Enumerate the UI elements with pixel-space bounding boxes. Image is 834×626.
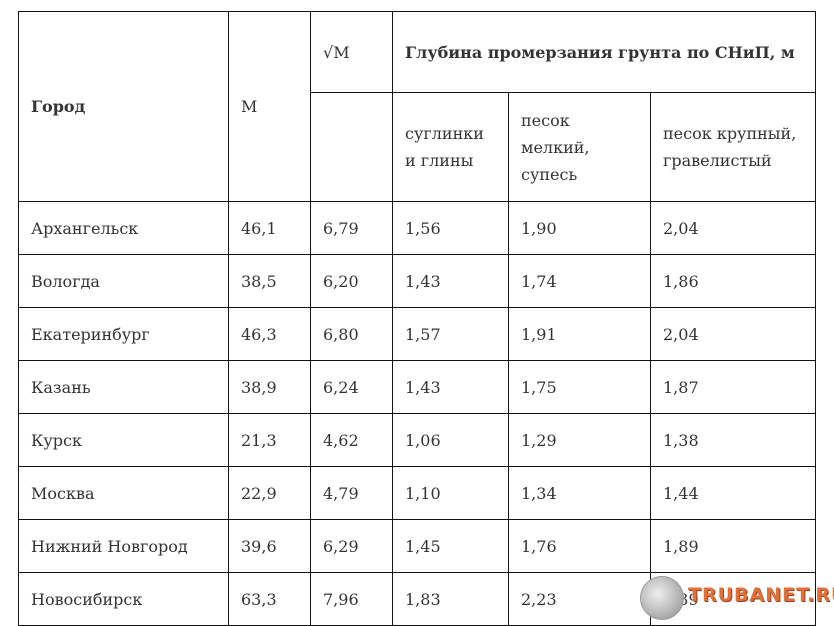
cell-m: 21,3 (228, 413, 311, 467)
header-sqrt-m: √M (310, 11, 393, 93)
cell-coarse-sand: 1,38 (650, 413, 816, 467)
cell-loam: 1,57 (392, 307, 509, 361)
cell-fine-sand: 1,75 (508, 360, 651, 414)
cell-coarse-sand: 1,89 (650, 519, 816, 573)
cell-sqrt-m: 4,79 (310, 466, 393, 520)
cell-m: 22,9 (228, 466, 311, 520)
cell-m: 38,5 (228, 254, 311, 308)
cell-sqrt-m: 7,96 (310, 572, 393, 626)
cell-loam: 1,43 (392, 360, 509, 414)
cell-coarse-sand: 1,87 (650, 360, 816, 414)
cell-coarse-sand: 2,04 (650, 201, 816, 255)
cell-city: Вологда (18, 254, 229, 308)
watermark-logo: TRUBANET.RU (640, 574, 834, 622)
cell-loam: 1,56 (392, 201, 509, 255)
cell-fine-sand: 1,74 (508, 254, 651, 308)
table-row: Нижний Новгород 39,6 6,29 1,45 1,76 1,89 (18, 519, 816, 573)
cell-m: 38,9 (228, 360, 311, 414)
cell-loam: 1,83 (392, 572, 509, 626)
cell-loam: 1,10 (392, 466, 509, 520)
table-row: Курск 21,3 4,62 1,06 1,29 1,38 (18, 413, 816, 467)
cell-m: 46,3 (228, 307, 311, 361)
header-m: M (228, 11, 311, 202)
cell-city: Москва (18, 466, 229, 520)
cell-city: Казань (18, 360, 229, 414)
header-fine-sand: песок мелкий, супесь (508, 92, 651, 202)
cell-fine-sand: 1,90 (508, 201, 651, 255)
cell-coarse-sand: 2,39 (650, 572, 816, 626)
cell-loam: 1,06 (392, 413, 509, 467)
cell-city: Новосибирск (18, 572, 229, 626)
logo-coin-icon (640, 576, 684, 620)
cell-loam: 1,43 (392, 254, 509, 308)
table-row: Архангельск 46,1 6,79 1,56 1,90 2,04 (18, 201, 816, 255)
cell-fine-sand: 1,34 (508, 466, 651, 520)
cell-coarse-sand: 1,44 (650, 466, 816, 520)
cell-coarse-sand: 2,04 (650, 307, 816, 361)
cell-m: 46,1 (228, 201, 311, 255)
cell-fine-sand: 2,23 (508, 572, 651, 626)
cell-m: 39,6 (228, 519, 311, 573)
header-loam: суглинки и глины (392, 92, 509, 202)
cell-fine-sand: 1,29 (508, 413, 651, 467)
cell-city: Нижний Новгород (18, 519, 229, 573)
table-row: Москва 22,9 4,79 1,10 1,34 1,44 (18, 466, 816, 520)
cell-sqrt-m: 6,79 (310, 201, 393, 255)
table-row: Вологда 38,5 6,20 1,43 1,74 1,86 (18, 254, 816, 308)
cell-sqrt-m: 6,80 (310, 307, 393, 361)
cell-sqrt-m: 6,20 (310, 254, 393, 308)
header-coarse-sand: песок крупный, гравелистый (650, 92, 816, 202)
cell-fine-sand: 1,76 (508, 519, 651, 573)
cell-m: 63,3 (228, 572, 311, 626)
header-empty (310, 92, 393, 202)
header-city: Город (18, 11, 229, 202)
table-row: Казань 38,9 6,24 1,43 1,75 1,87 (18, 360, 816, 414)
cell-coarse-sand: 1,86 (650, 254, 816, 308)
table-row: Екатеринбург 46,3 6,80 1,57 1,91 2,04 (18, 307, 816, 361)
cell-sqrt-m: 6,24 (310, 360, 393, 414)
cell-loam: 1,45 (392, 519, 509, 573)
cell-sqrt-m: 6,29 (310, 519, 393, 573)
frost-depth-table: Город M √M Глубина промерзания грунта по… (18, 11, 816, 626)
cell-fine-sand: 1,91 (508, 307, 651, 361)
cell-city: Екатеринбург (18, 307, 229, 361)
cell-city: Курск (18, 413, 229, 467)
header-depth-group: Глубина промерзания грунта по СНиП, м (392, 11, 816, 93)
cell-city: Архангельск (18, 201, 229, 255)
cell-sqrt-m: 4,62 (310, 413, 393, 467)
